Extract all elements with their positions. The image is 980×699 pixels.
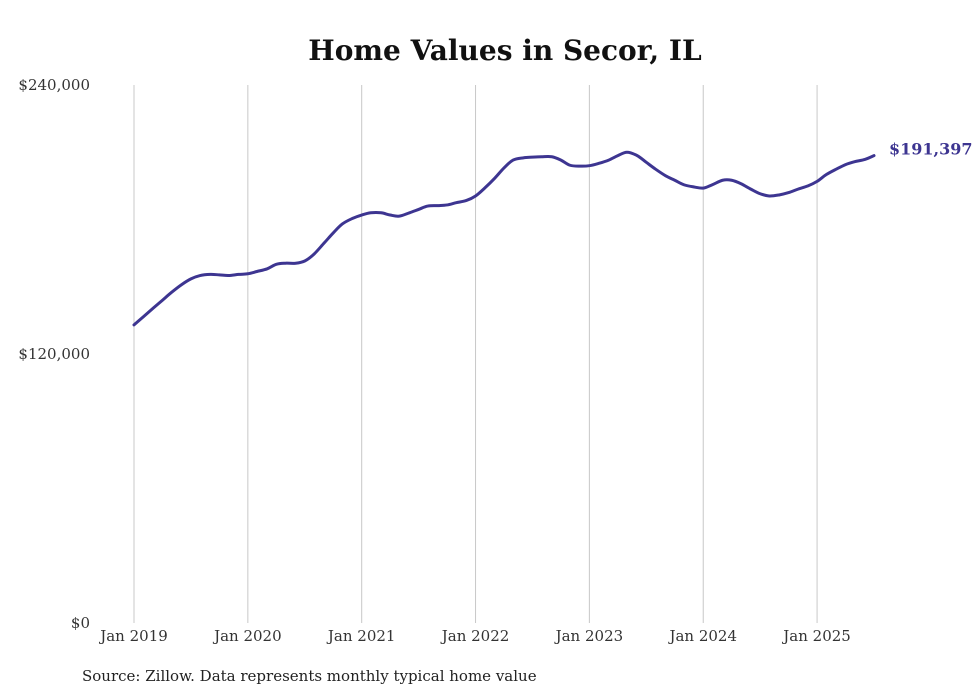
x-axis: Jan 2019 Jan 2020 Jan 2021 Jan 2022 Jan 2023… xyxy=(98,627,851,645)
y-tick-label: $240,000 xyxy=(18,76,90,94)
x-tick-label: Jan 2023 xyxy=(554,627,624,645)
chart-title: Home Values in Secor, IL xyxy=(308,34,702,67)
series-layer: $191,397 xyxy=(132,140,973,327)
y-axis: $0 $120,000 $240,000 xyxy=(18,76,90,632)
x-tick-label: Jan 2019 xyxy=(98,627,168,645)
x-tick-label: Jan 2021 xyxy=(326,627,396,645)
x-tick-label: Jan 2025 xyxy=(781,627,851,645)
y-tick-label: $120,000 xyxy=(18,345,90,363)
x-tick-label: Jan 2024 xyxy=(667,627,737,645)
y-tick-label: $0 xyxy=(71,614,90,632)
x-tick-label: Jan 2022 xyxy=(440,627,510,645)
end-value-label: $191,397 xyxy=(889,140,973,159)
source-note: Source: Zillow. Data represents monthly … xyxy=(82,667,537,685)
x-tick-label: Jan 2020 xyxy=(212,627,282,645)
series-line xyxy=(132,150,876,327)
gridlines xyxy=(133,85,818,623)
